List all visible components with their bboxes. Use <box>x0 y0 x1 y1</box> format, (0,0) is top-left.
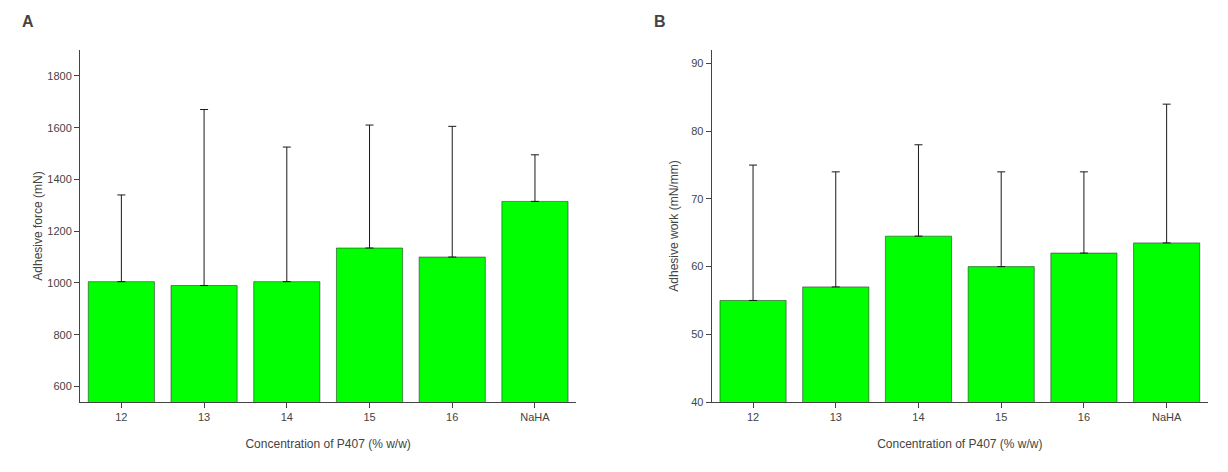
svg-text:800: 800 <box>53 329 71 341</box>
svg-text:Concentration of P407 (% w/w): Concentration of P407 (% w/w) <box>877 437 1042 451</box>
svg-text:60: 60 <box>691 260 703 272</box>
svg-text:Concentration of P407 (% w/w): Concentration of P407 (% w/w) <box>245 437 410 451</box>
svg-text:NaHA: NaHA <box>520 411 550 423</box>
svg-text:90: 90 <box>691 57 703 69</box>
svg-text:16: 16 <box>446 411 458 423</box>
svg-text:1400: 1400 <box>47 173 71 185</box>
svg-text:70: 70 <box>691 193 703 205</box>
svg-text:Adhesive force (mN): Adhesive force (mN) <box>31 171 45 280</box>
svg-text:12: 12 <box>115 411 127 423</box>
svg-text:16: 16 <box>1078 411 1090 423</box>
svg-text:80: 80 <box>691 125 703 137</box>
svg-text:15: 15 <box>995 411 1007 423</box>
svg-text:1600: 1600 <box>47 122 71 134</box>
svg-text:13: 13 <box>830 411 842 423</box>
svg-text:1800: 1800 <box>47 70 71 82</box>
svg-text:15: 15 <box>363 411 375 423</box>
svg-text:12: 12 <box>747 411 759 423</box>
svg-text:NaHA: NaHA <box>1152 411 1182 423</box>
svg-text:A: A <box>22 13 34 30</box>
svg-text:600: 600 <box>53 380 71 392</box>
svg-text:B: B <box>654 13 666 30</box>
svg-text:50: 50 <box>691 328 703 340</box>
svg-text:13: 13 <box>198 411 210 423</box>
svg-text:Adhesive work (mN/mm): Adhesive work (mN/mm) <box>667 160 681 291</box>
svg-text:1200: 1200 <box>47 225 71 237</box>
svg-text:14: 14 <box>912 411 924 423</box>
svg-text:40: 40 <box>691 396 703 408</box>
svg-text:1000: 1000 <box>47 277 71 289</box>
svg-text:14: 14 <box>281 411 293 423</box>
